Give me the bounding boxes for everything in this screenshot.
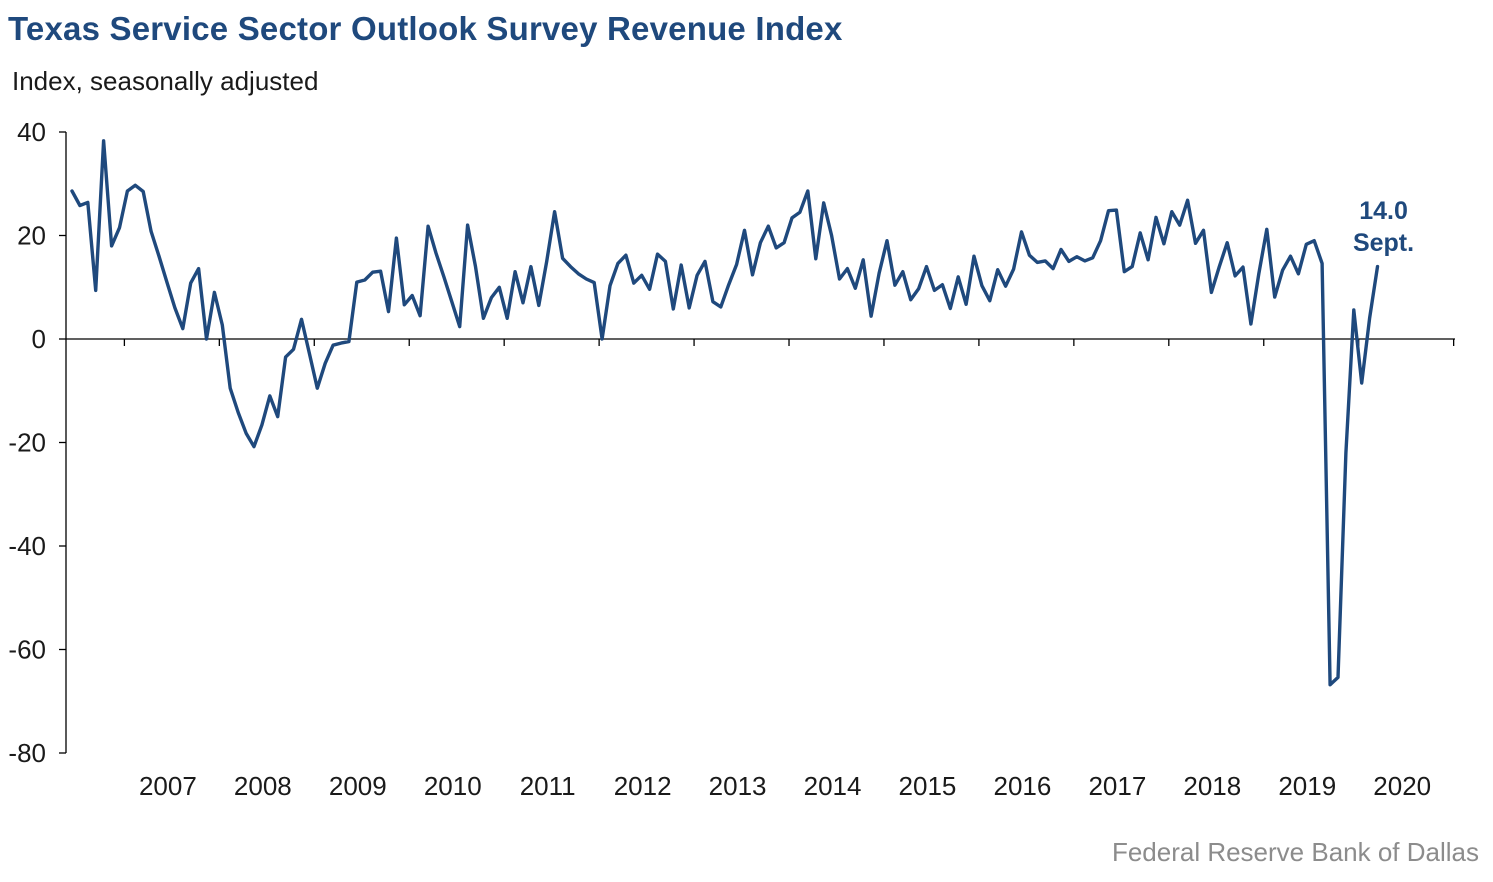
y-tick-label: -60 xyxy=(8,635,46,665)
x-tick-label: 2017 xyxy=(1088,771,1146,801)
x-tick-label: 2013 xyxy=(709,771,767,801)
x-tick-label: 2015 xyxy=(899,771,957,801)
chart-title: Texas Service Sector Outlook Survey Reve… xyxy=(8,10,843,47)
source-note: Federal Reserve Bank of Dallas xyxy=(1111,837,1479,867)
x-tick-label: 2014 xyxy=(804,771,862,801)
x-tick-label: 2010 xyxy=(424,771,482,801)
y-tick-label: 0 xyxy=(32,324,46,354)
x-tick-label: 2012 xyxy=(614,771,672,801)
x-tick-label: 2019 xyxy=(1278,771,1336,801)
latest-period-label: Sept. xyxy=(1353,229,1414,257)
x-tick-label: 2011 xyxy=(520,771,576,801)
y-tick-label: -80 xyxy=(8,738,46,768)
x-tick-label: 2018 xyxy=(1183,771,1241,801)
latest-value-label: 14.0 xyxy=(1359,197,1408,225)
x-tick-label: 2009 xyxy=(329,771,387,801)
x-tick-label: 2020 xyxy=(1373,771,1431,801)
x-tick-label: 2007 xyxy=(139,771,197,801)
y-tick-label: 40 xyxy=(17,117,46,147)
y-axis-unit-label: Index, seasonally adjusted xyxy=(12,66,319,96)
x-tick-label: 2016 xyxy=(994,771,1052,801)
y-tick-label: -20 xyxy=(8,428,46,458)
revenue-index-line xyxy=(70,139,1380,687)
y-tick-label: 20 xyxy=(17,221,46,251)
y-tick-label: -40 xyxy=(8,531,46,561)
x-tick-label: 2008 xyxy=(234,771,292,801)
